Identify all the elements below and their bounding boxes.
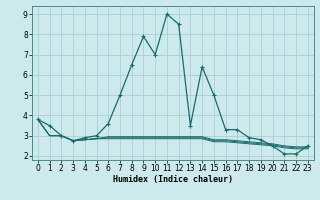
X-axis label: Humidex (Indice chaleur): Humidex (Indice chaleur) — [113, 175, 233, 184]
